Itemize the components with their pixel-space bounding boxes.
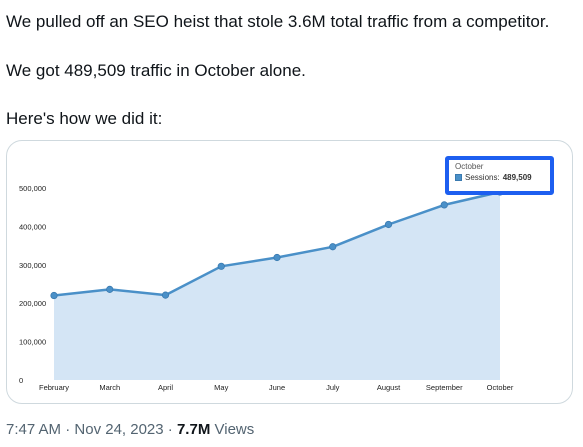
x-tick-label: August [377,383,401,392]
tooltip-month: October [455,162,484,171]
data-point [273,253,281,262]
x-tick-label: June [269,383,285,392]
y-tick-label: 300,000 [19,261,46,270]
tooltip-row: Sessions: 489,509 [455,172,550,183]
chart-image[interactable]: 0 100,000 200,000 300,000 400,000 500,000 Feb… [6,140,573,404]
y-axis: 0 100,000 200,000 300,000 400,000 500,000 [19,184,46,385]
views-count: 7.7M [176,421,211,438]
tweet-line-3: Here's how we did it: [6,109,163,128]
separator-dot: · [65,421,71,438]
sessions-chart: 0 100,000 200,000 300,000 400,000 500,000 Feb… [19,184,514,392]
y-tick-label: 400,000 [19,222,46,231]
chart-tooltip: October Sessions: 489,509 [445,156,554,195]
y-tick-label: 500,000 [19,184,46,193]
x-tick-label: September [426,383,463,392]
tweet-line-1: We pulled off an SEO heist that stole 3.… [6,12,550,31]
y-tick-label: 100,000 [19,338,46,347]
data-point [384,220,393,229]
x-tick-label: April [158,383,173,392]
x-tick-label: July [326,383,340,392]
tweet-date[interactable]: Nov 24, 2023 [74,421,164,438]
views-label: Views [214,421,255,438]
area-fill [54,192,500,380]
y-tick-label: 200,000 [19,299,46,308]
separator-dot: · [167,421,173,438]
data-point [440,201,448,209]
tooltip-series-label: Sessions: [465,173,500,182]
data-point [106,285,114,293]
x-tick-label: May [214,383,228,392]
tweet-line-2: We got 489,509 traffic in October alone. [6,61,306,80]
tooltip-value: 489,509 [502,173,532,182]
series-swatch-icon [455,174,462,181]
x-axis: February March April May June July August Septe… [39,383,514,392]
x-tick-label: February [39,383,69,392]
data-point [217,262,225,270]
y-tick-label: 0 [19,376,23,385]
x-tick-label: March [99,383,120,392]
data-point [161,291,170,299]
tweet-time[interactable]: 7:47 AM [6,421,62,438]
data-point [50,291,58,300]
x-tick-label: October [487,383,514,392]
data-point [329,243,337,251]
tweet-meta: 7:47 AM · Nov 24, 2023 · 7.7M Views [6,421,254,439]
